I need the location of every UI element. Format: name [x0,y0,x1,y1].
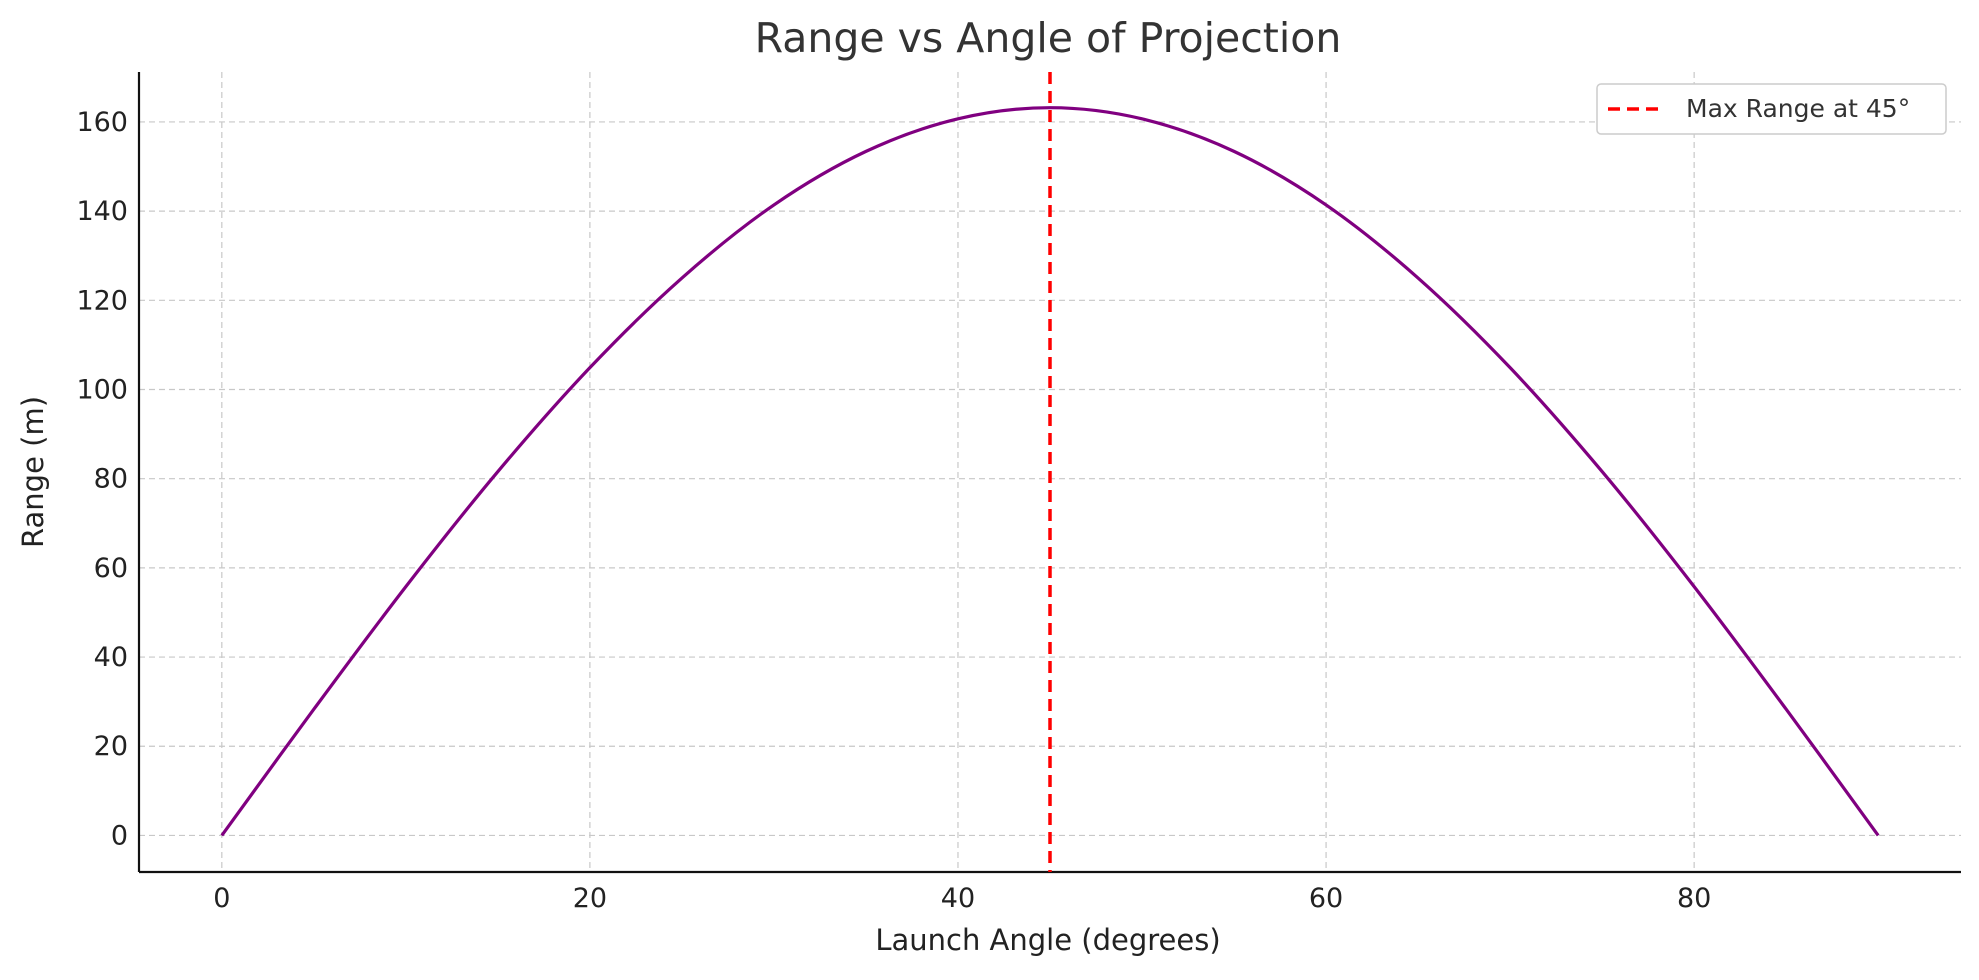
legend: Max Range at 45° [1596,83,1947,135]
tick-labels: 0 20 40 60 80 0 20 40 60 80 100 120 140 160 [76,107,1711,914]
y-tick-label: 20 [94,731,128,762]
legend-label: Max Range at 45° [1686,94,1910,123]
y-tick-label: 60 [94,553,128,584]
y-tick-label: 160 [76,107,128,138]
x-tick-label: 20 [573,883,607,914]
legend-box [1596,83,1947,135]
y-tick-label: 80 [94,464,128,495]
y-tick-label: 0 [111,820,128,851]
chart-title: Range vs Angle of Projection [755,14,1342,62]
x-tick-label: 60 [1309,883,1343,914]
x-axis-title: Launch Angle (degrees) [875,923,1220,957]
y-tick-label: 140 [76,196,128,227]
x-tick-label: 40 [941,883,975,914]
y-axis-title: Range (m) [16,396,50,548]
y-tick-label: 120 [76,285,128,316]
y-tick-label: 100 [76,375,128,406]
x-tick-label: 0 [213,883,230,914]
x-tick-label: 80 [1677,883,1711,914]
y-tick-label: 40 [94,642,128,673]
range-curve-line [220,106,1880,837]
series [220,106,1880,837]
